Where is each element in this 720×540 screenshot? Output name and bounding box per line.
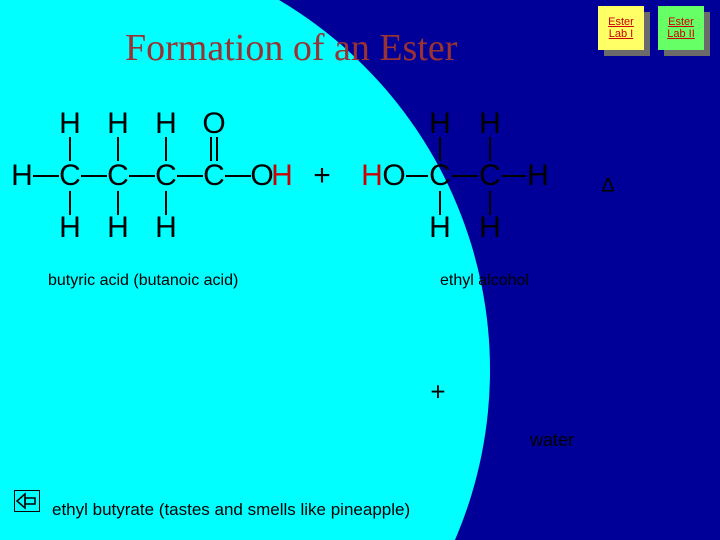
nav-ester-lab-1[interactable]: EsterLab I — [598, 6, 644, 50]
e-ho-c1 — [406, 175, 428, 177]
nav-ester-lab-1-line2: Lab I — [609, 28, 633, 40]
butyric-H-top3: H — [155, 107, 177, 141]
nav-ester-lab-2-line2: Lab II — [667, 28, 695, 40]
butyric-C1: C — [59, 159, 81, 193]
butyric-H-bot2: H — [107, 211, 129, 245]
ethyl-H-right: H — [527, 159, 549, 193]
b-c4-o-dbl-b — [216, 137, 218, 161]
ethyl-HO-H: H — [361, 159, 383, 193]
b-c4-o-dbl-a — [210, 137, 212, 161]
b-c1-c2 — [81, 175, 107, 177]
ethyl-H-bot2: H — [479, 211, 501, 245]
butyric-C3: C — [155, 159, 177, 193]
butyric-H-left: H — [11, 159, 33, 193]
nav-ester-lab-2-face: EsterLab II — [658, 6, 704, 50]
e-c2-ht — [489, 137, 491, 161]
e-c1-ht — [439, 137, 441, 161]
e-c1-c2 — [452, 175, 478, 177]
e-c2-h3 — [502, 175, 526, 177]
butyric-OH-H: H — [271, 159, 293, 193]
plus-products: + — [430, 377, 445, 408]
slide-title: Formation of an Ester — [125, 26, 457, 70]
water-label: water — [530, 430, 574, 451]
b-c2-c3 — [129, 175, 155, 177]
b-c2-ht — [117, 137, 119, 161]
ethyl-C1: C — [429, 159, 451, 193]
nav-ester-lab-2-line1: Ester — [668, 16, 694, 28]
nav-ester-lab-1-face: EsterLab I — [598, 6, 644, 50]
butyric-OH-O: O — [250, 159, 273, 193]
back-icon[interactable] — [14, 490, 40, 512]
butyric-H-top1: H — [59, 107, 81, 141]
b-c1-hb — [69, 191, 71, 215]
nav-ester-lab-2[interactable]: EsterLab II — [658, 6, 704, 50]
butyric-C2: C — [107, 159, 129, 193]
ethyl-H-top2: H — [479, 107, 501, 141]
e-c1-hb — [439, 191, 441, 215]
butyric-C4: C — [203, 159, 225, 193]
b-c2-hb — [117, 191, 119, 215]
butyric-H-top2: H — [107, 107, 129, 141]
ethyl-caption: ethyl alcohol — [440, 272, 529, 290]
ethyl-H-bot1: H — [429, 211, 451, 245]
b-h0-c1 — [33, 175, 59, 177]
b-c4-oh — [225, 175, 251, 177]
ethyl-C2: C — [479, 159, 501, 193]
delta-heat: Δ — [601, 175, 614, 198]
plus-reactants: + — [313, 159, 331, 193]
product-caption: ethyl butyrate (tastes and smells like p… — [52, 500, 410, 520]
e-c2-hb — [489, 191, 491, 215]
nav-ester-lab-1-line1: Ester — [608, 16, 634, 28]
butyric-caption: butyric acid (butanoic acid) — [48, 272, 238, 290]
butyric-H-bot1: H — [59, 211, 81, 245]
butyric-O-top: O — [202, 107, 225, 141]
b-c1-ht — [69, 137, 71, 161]
b-c3-c4 — [177, 175, 203, 177]
butyric-H-bot3: H — [155, 211, 177, 245]
b-c3-ht — [165, 137, 167, 161]
ethyl-HO-O: O — [382, 159, 405, 193]
b-c3-hb — [165, 191, 167, 215]
ethyl-H-top1: H — [429, 107, 451, 141]
